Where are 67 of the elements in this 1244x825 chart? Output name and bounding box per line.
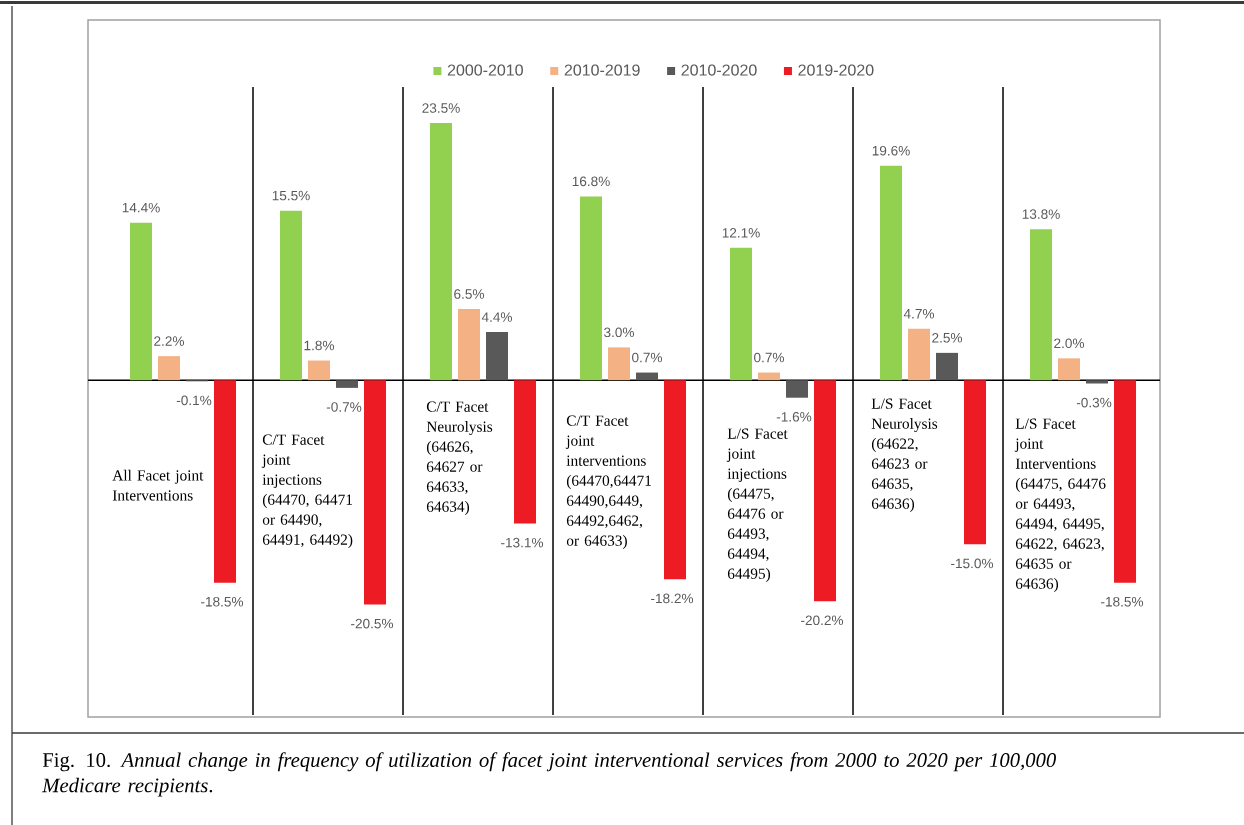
data-label: 16.8% [572, 176, 610, 187]
bar [964, 380, 987, 545]
bar [214, 380, 237, 583]
data-label: -18.2% [651, 593, 694, 604]
data-label: 4.4% [481, 312, 513, 322]
data-label: -20.2% [801, 615, 844, 626]
data-label: 6.5% [454, 289, 485, 299]
bar [158, 356, 180, 381]
bar [1114, 380, 1137, 583]
legend-label: 2000-2010 [447, 64, 523, 76]
data-label: 2.2% [154, 336, 185, 346]
data-label: 23.5% [422, 103, 460, 113]
legend-label: 2010-2019 [564, 64, 640, 76]
x-tick-label: C/T Facet joint injections (64470, 64471 or 64490, 64491, 64492) [261, 434, 353, 548]
bar [280, 210, 303, 381]
data-label: 15.5% [272, 190, 310, 201]
data-label: 3.0% [604, 327, 635, 338]
bar [936, 352, 959, 381]
bar [636, 372, 659, 381]
legend-label: 2010-2020 [681, 64, 757, 76]
bar [1058, 358, 1081, 381]
data-label: 1.8% [304, 340, 335, 351]
caption: Fig. 10. Annual change in frequency of utilization of facet joint interventional services from 2000 to 2020 per 100,000 Medicare recipients. [42, 752, 1056, 797]
bar [880, 165, 903, 381]
bar [580, 196, 603, 381]
bar [664, 380, 687, 580]
category-label: L/S Facet joint Interventions (64475, 64476 or 64493, 64494, 64495, 64622, 64623, 64635 or 64636) [1014, 418, 1106, 592]
data-label: 12.1% [722, 228, 760, 238]
data-label: -20.5% [351, 618, 394, 629]
data-label: -18.5% [1101, 596, 1144, 607]
data-label: 0.7% [632, 352, 663, 363]
data-label: -0.7% [326, 402, 362, 412]
bar [336, 380, 359, 388]
bar [514, 380, 537, 524]
data-label: -13.1% [501, 537, 544, 548]
data-label: 2.0% [1054, 338, 1085, 349]
data-label: -1.6% [776, 411, 812, 422]
data-label: -18.5% [201, 596, 244, 607]
bar [1030, 229, 1053, 381]
data-label: 4.7% [903, 309, 935, 319]
bar [758, 372, 781, 381]
data-label: 13.8% [1022, 209, 1060, 219]
bar [486, 332, 509, 381]
x-tick-label: C/T Facet joint interventions (64470,64471 64490,6449, 64492,6462, or 64633) [565, 415, 651, 549]
x-tick-label: L/S Facet Neurolysis (64622, 64623 or 64635, 64636) [871, 398, 938, 512]
bar [458, 309, 481, 381]
bar [1086, 380, 1109, 384]
bar [130, 222, 152, 381]
data-label: -0.3% [1076, 397, 1112, 408]
bar [814, 380, 837, 602]
bar [430, 123, 453, 381]
bar [908, 328, 931, 381]
data-label: 14.4% [122, 202, 160, 213]
bar [364, 380, 387, 605]
bar [308, 360, 331, 381]
data-label: 19.6% [872, 145, 910, 156]
x-tick-label: L/S Facet joint injections (64475, 64476 or 64493, 64494, 64495) [726, 428, 788, 582]
data-label: -0.1% [176, 395, 212, 406]
legend-label: 2019-2020 [798, 64, 874, 76]
x-tick-label: All Facet joint Interventions [112, 469, 204, 501]
bar [608, 347, 631, 381]
bar [786, 380, 809, 398]
data-label: 2.5% [932, 332, 963, 343]
x-tick-label: C/T Facet Neurolysis (64626, 64627 or 64633, 64634) [426, 401, 493, 515]
bar [730, 247, 753, 381]
data-label: 0.7% [754, 352, 785, 363]
data-label: -15.0% [951, 558, 994, 569]
